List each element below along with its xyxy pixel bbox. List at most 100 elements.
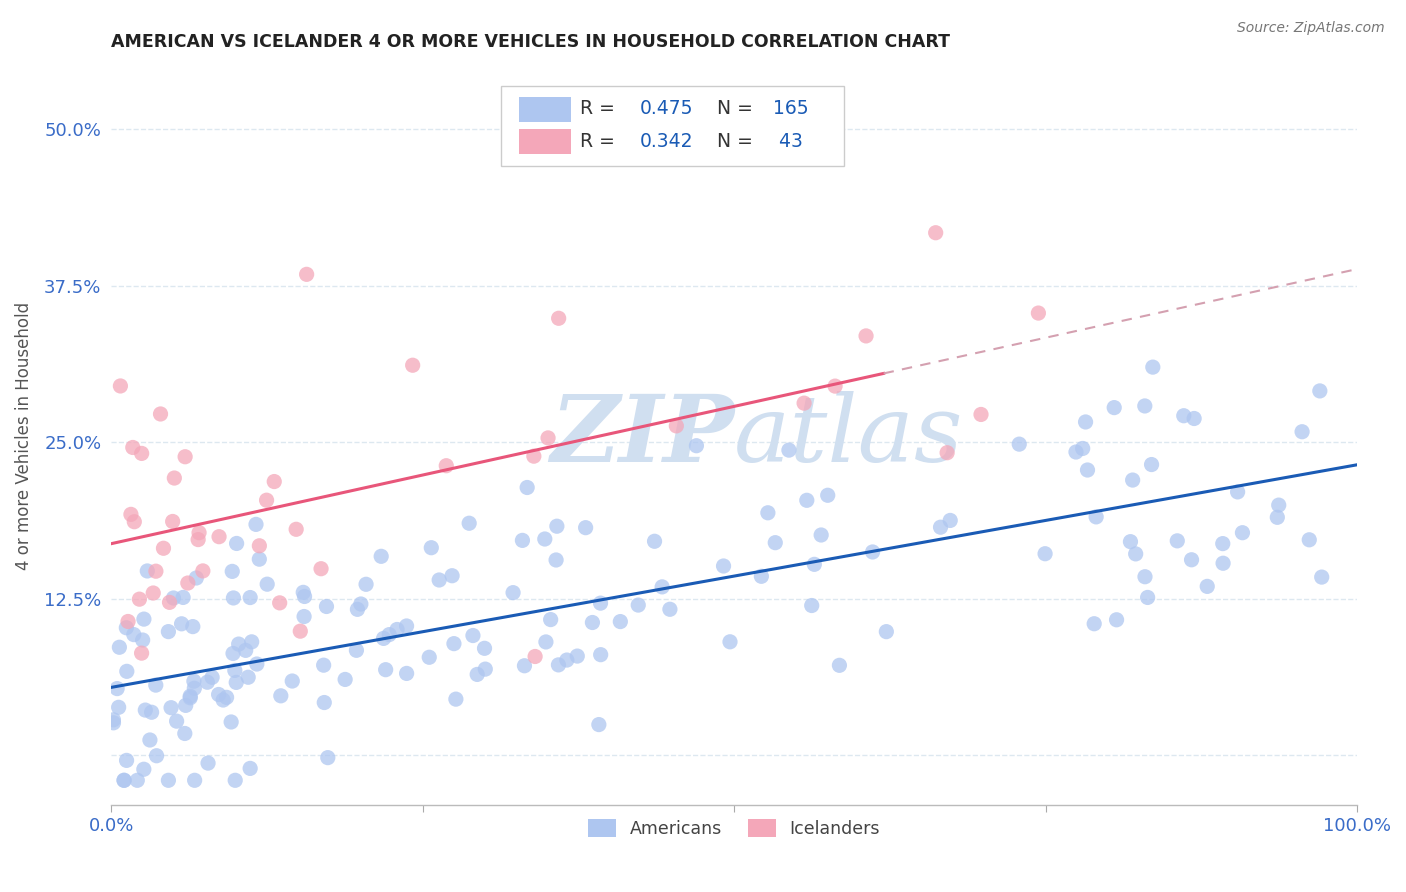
Point	[186, 571, 208, 585]
Point	[516, 481, 538, 495]
Point	[312, 658, 335, 673]
Point	[145, 564, 167, 578]
Point	[120, 508, 142, 522]
Point	[751, 569, 773, 583]
Point	[936, 446, 959, 460]
Point	[128, 592, 150, 607]
Point	[149, 407, 172, 421]
Text: 165: 165	[773, 99, 808, 118]
Point	[115, 753, 138, 767]
Point	[395, 666, 418, 681]
Point	[537, 431, 560, 445]
FancyBboxPatch shape	[519, 97, 571, 122]
Point	[1265, 510, 1288, 524]
Text: Source: ZipAtlas.com: Source: ZipAtlas.com	[1237, 21, 1385, 35]
Point	[240, 635, 263, 649]
Point	[172, 591, 194, 605]
Point	[1212, 556, 1234, 570]
Point	[181, 619, 204, 633]
Point	[427, 573, 450, 587]
Point	[333, 673, 356, 687]
Point	[1133, 570, 1156, 584]
Point	[810, 528, 832, 542]
Point	[1028, 306, 1050, 320]
Point	[763, 535, 786, 549]
Point	[112, 773, 135, 788]
Point	[208, 530, 231, 544]
Point	[395, 619, 418, 633]
Point	[115, 665, 138, 679]
Point	[627, 598, 650, 612]
Point	[238, 670, 260, 684]
Point	[502, 585, 524, 599]
Point	[139, 733, 162, 747]
Point	[183, 674, 205, 689]
Point	[350, 597, 373, 611]
Point	[107, 700, 129, 714]
Point	[247, 552, 270, 566]
Point	[474, 641, 496, 656]
Point	[315, 599, 337, 614]
Point	[1102, 401, 1125, 415]
Point	[458, 516, 481, 531]
Point	[225, 675, 247, 690]
Point	[127, 773, 149, 788]
Point	[862, 545, 884, 559]
Point	[1064, 445, 1087, 459]
Point	[1166, 533, 1188, 548]
Point	[174, 450, 197, 464]
Point	[103, 713, 125, 727]
Point	[651, 580, 673, 594]
Point	[778, 443, 800, 458]
Point	[1076, 463, 1098, 477]
Text: 43: 43	[773, 132, 803, 151]
Point	[718, 635, 741, 649]
Point	[441, 568, 464, 582]
Point	[141, 705, 163, 719]
Point	[224, 664, 246, 678]
Point	[166, 714, 188, 728]
Point	[294, 590, 316, 604]
Point	[179, 690, 201, 705]
Point	[370, 549, 392, 564]
Point	[239, 761, 262, 775]
Point	[162, 515, 184, 529]
Point	[270, 689, 292, 703]
Point	[269, 596, 291, 610]
Point	[131, 646, 153, 660]
Point	[644, 534, 666, 549]
Point	[465, 667, 488, 681]
Point	[224, 773, 246, 788]
Point	[374, 663, 396, 677]
Point	[658, 602, 681, 616]
Point	[344, 643, 367, 657]
Point	[713, 559, 735, 574]
Point	[1136, 591, 1159, 605]
Point	[222, 647, 245, 661]
Point	[828, 658, 851, 673]
Point	[512, 533, 534, 548]
Point	[309, 562, 332, 576]
Point	[112, 773, 135, 788]
Point	[145, 748, 167, 763]
Text: R =: R =	[579, 132, 620, 151]
Point	[1291, 425, 1313, 439]
Point	[117, 615, 139, 629]
Point	[142, 586, 165, 600]
Point	[796, 493, 818, 508]
Point	[1105, 613, 1128, 627]
Point	[1133, 399, 1156, 413]
Point	[418, 650, 440, 665]
Point	[191, 564, 214, 578]
Point	[163, 471, 186, 485]
Point	[1122, 473, 1144, 487]
Point	[197, 756, 219, 771]
Point	[1071, 442, 1094, 456]
Point	[246, 657, 269, 671]
Point	[444, 692, 467, 706]
Point	[1085, 509, 1108, 524]
Point	[1298, 533, 1320, 547]
Point	[290, 624, 312, 639]
Point	[1180, 553, 1202, 567]
Point	[547, 657, 569, 672]
